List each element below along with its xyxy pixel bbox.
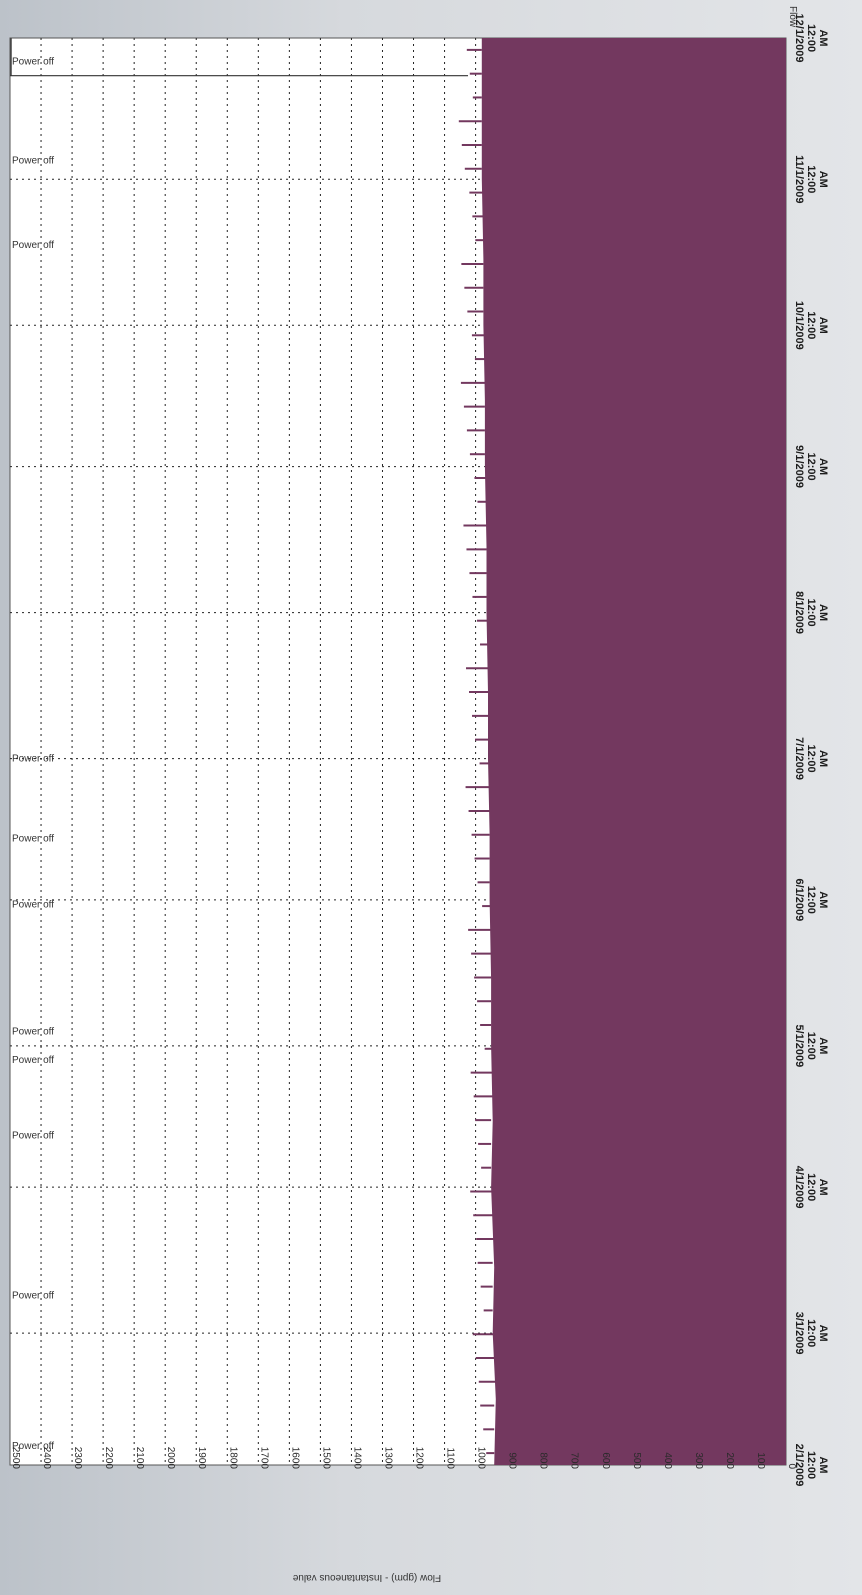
svg-text:12:00: 12:00 [805, 311, 817, 339]
date-tick-label: 5/1/2009 12:00 AM [793, 1024, 829, 1067]
date-tick-label: 6/1/2009 12:00 AM [793, 878, 829, 921]
value-tick-label: 1600 [289, 1447, 300, 1470]
value-tick-label: 2100 [134, 1447, 145, 1470]
value-tick-label: 1300 [382, 1447, 393, 1470]
power-off-annotation: Power off [12, 834, 54, 845]
svg-text:AM: AM [817, 1456, 829, 1473]
power-off-annotation: Power off [12, 240, 54, 251]
date-tick-label: 4/1/2009 12:00 AM [793, 1166, 829, 1209]
series-layer [10, 38, 786, 1465]
svg-text:AM: AM [817, 458, 829, 475]
svg-text:AM: AM [817, 750, 829, 767]
value-tick-label: 1400 [351, 1447, 362, 1470]
svg-text:AM: AM [817, 1179, 829, 1196]
value-tick-label: 700 [569, 1452, 580, 1469]
power-off-annotation: Power off [12, 1055, 54, 1066]
value-tick-label: 2300 [72, 1447, 83, 1470]
power-off-annotation: Power off [12, 57, 54, 68]
value-axis-title: Flow (gpm) - Instantaneous value [292, 1572, 441, 1583]
svg-text:12/1/2009: 12/1/2009 [793, 14, 805, 63]
value-tick-label: 200 [724, 1452, 735, 1469]
svg-text:12:00: 12:00 [805, 1173, 817, 1201]
value-tick-label: 2000 [165, 1447, 176, 1470]
label-layer: 2500 2400 2300 2200 2100 2000 1900 1800 1700 1600… [10, 6, 829, 1583]
value-tick-label: 800 [538, 1452, 549, 1469]
svg-text:5/1/2009: 5/1/2009 [793, 1024, 805, 1067]
svg-text:12:00: 12:00 [805, 598, 817, 626]
svg-text:8/1/2009: 8/1/2009 [793, 591, 805, 634]
value-tick-label: 600 [600, 1452, 611, 1469]
power-off-annotation: Power off [12, 1027, 54, 1038]
value-tick-label: 100 [755, 1452, 766, 1469]
svg-text:12:00: 12:00 [805, 886, 817, 914]
svg-text:12:00: 12:00 [805, 1451, 817, 1479]
date-tick-label: 3/1/2009 12:00 AM [793, 1312, 829, 1355]
svg-text:10/1/2009: 10/1/2009 [793, 301, 805, 350]
svg-text:AM: AM [817, 1037, 829, 1054]
power-off-annotation: Power off [12, 1290, 54, 1301]
date-tick-label: 9/1/2009 12:00 AM [793, 445, 829, 488]
svg-text:4/1/2009: 4/1/2009 [793, 1166, 805, 1209]
svg-text:7/1/2009: 7/1/2009 [793, 737, 805, 780]
svg-text:AM: AM [817, 317, 829, 334]
value-tick-label: 0 [786, 1463, 797, 1469]
flow-area-series [481, 38, 786, 1465]
svg-text:AM: AM [817, 891, 829, 908]
svg-text:11/1/2009: 11/1/2009 [793, 155, 805, 203]
annotation-layer: Power off Power off Power off Power off Powe… [12, 57, 54, 1453]
power-off-annotation: Power off [12, 754, 54, 765]
value-tick-label: 900 [507, 1452, 518, 1469]
svg-text:AM: AM [817, 171, 829, 188]
date-tick-label: 8/1/2009 12:00 AM [793, 591, 829, 634]
date-tick-label: 2/1/2009 12:00 AM [793, 1444, 829, 1487]
value-tick-label: 1500 [320, 1447, 331, 1470]
value-tick-label: 2500 [10, 1447, 21, 1470]
svg-text:12:00: 12:00 [805, 1032, 817, 1060]
date-tick-label: 10/1/2009 12:00 AM [793, 301, 829, 350]
svg-text:12:00: 12:00 [805, 24, 817, 52]
value-tick-label: 1800 [227, 1447, 238, 1470]
value-tick-label: 1900 [196, 1447, 207, 1470]
svg-text:12:00: 12:00 [805, 165, 817, 193]
date-tick-label: 12/1/2009 12:00 AM [793, 14, 829, 63]
svg-text:9/1/2009: 9/1/2009 [793, 445, 805, 488]
svg-text:AM: AM [817, 604, 829, 621]
svg-text:2/1/2009: 2/1/2009 [793, 1444, 805, 1487]
value-tick-label: 300 [693, 1452, 704, 1469]
svg-text:12:00: 12:00 [805, 453, 817, 481]
power-off-annotation: Power off [12, 900, 54, 911]
svg-text:12:00: 12:00 [805, 744, 817, 772]
svg-text:AM: AM [817, 29, 829, 46]
date-tick-label: 11/1/2009 12:00 AM [793, 155, 829, 203]
power-off-annotation: Power off [12, 1441, 54, 1452]
power-off-annotation: Power off [12, 155, 54, 166]
value-tick-label: 1700 [258, 1447, 269, 1470]
power-off-annotation: Power off [12, 1130, 54, 1141]
svg-text:AM: AM [817, 1325, 829, 1342]
value-tick-label: 2400 [41, 1447, 52, 1470]
svg-text:12:00: 12:00 [805, 1319, 817, 1347]
value-tick-label: 2200 [103, 1447, 114, 1470]
legend-entry-flow: Flow [787, 6, 798, 28]
value-tick-label: 400 [662, 1452, 673, 1469]
value-tick-label: 1000 [476, 1447, 487, 1470]
svg-text:6/1/2009: 6/1/2009 [793, 878, 805, 921]
value-tick-label: 1100 [445, 1447, 456, 1469]
svg-text:3/1/2009: 3/1/2009 [793, 1312, 805, 1355]
value-tick-label: 500 [631, 1452, 642, 1469]
value-tick-label: 1200 [414, 1447, 425, 1470]
date-tick-label: 7/1/2009 12:00 AM [793, 737, 829, 780]
